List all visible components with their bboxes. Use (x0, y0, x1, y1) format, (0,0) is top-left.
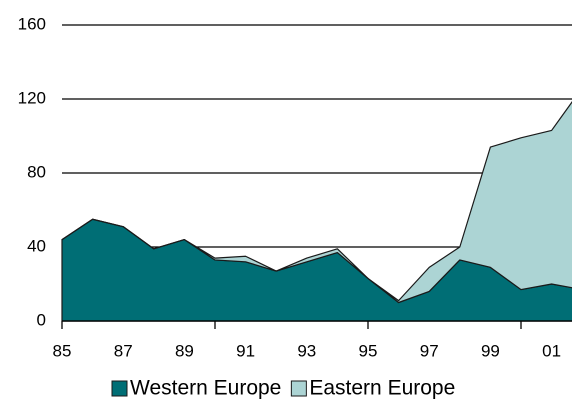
legend-swatch (111, 380, 128, 397)
x-tick-label: 85 (53, 341, 72, 360)
x-tick-label: 87 (114, 341, 133, 360)
x-tick-label: 89 (175, 341, 194, 360)
y-tick-label: 0 (37, 310, 46, 329)
y-tick-label: 80 (27, 162, 46, 181)
legend-label: Western Europe (130, 377, 281, 400)
y-tick-label: 40 (27, 236, 46, 255)
y-tick-label: 120 (18, 88, 46, 107)
legend-swatch (290, 380, 307, 397)
x-tick-label: 93 (297, 341, 316, 360)
x-tick-label: 91 (236, 341, 255, 360)
legend-label: Eastern Europe (309, 377, 455, 400)
x-tick-label: 01 (542, 341, 561, 360)
x-tick-label: 99 (481, 341, 500, 360)
y-tick-label: 160 (18, 14, 46, 33)
x-tick-label: 95 (359, 341, 378, 360)
x-tick-label: 97 (420, 341, 439, 360)
area (61, 101, 572, 304)
